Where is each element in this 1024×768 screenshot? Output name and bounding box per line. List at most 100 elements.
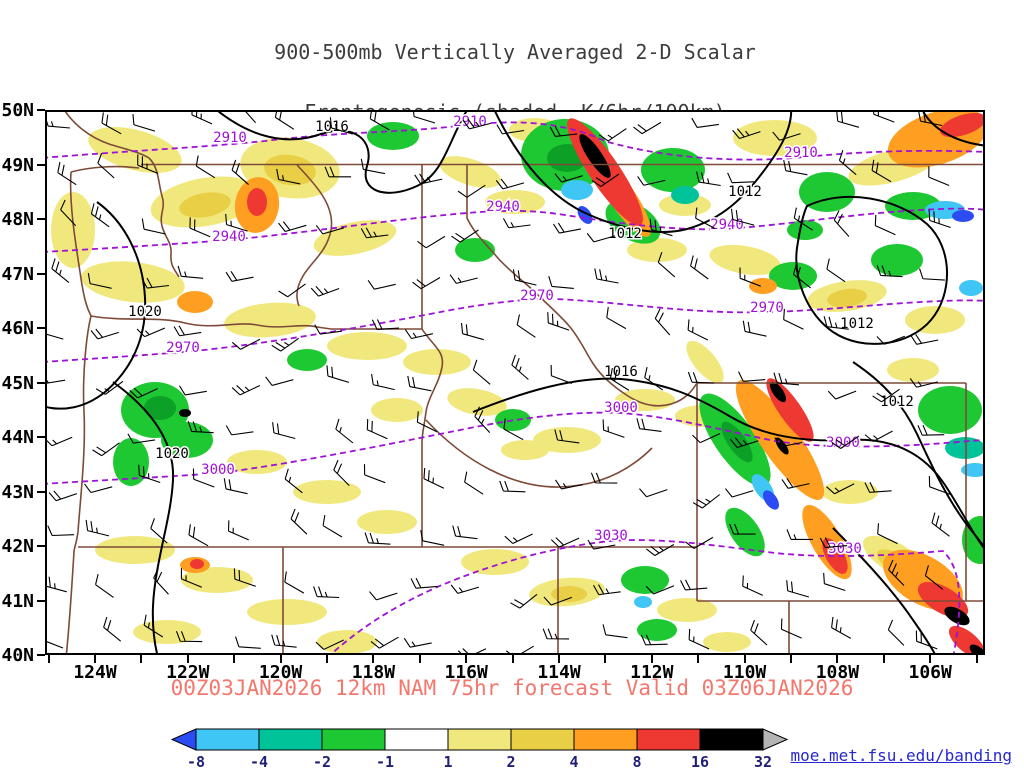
colorbar-segment [195, 728, 260, 751]
colorbar-tick-label: -1 [376, 753, 394, 768]
axis-tick [47, 655, 50, 663]
colorbar-segment [447, 728, 512, 751]
lon-tick-label: 108W [815, 662, 860, 683]
lat-tick-label: 44N [1, 427, 34, 448]
svg-text:2970: 2970 [166, 340, 200, 356]
colorbar-tick-label: 2 [506, 753, 515, 768]
colorbar-segment [258, 728, 323, 751]
axis-tick [604, 655, 607, 663]
colorbar-segment [699, 728, 764, 751]
title-line-1: 900-500mb Vertically Averaged 2-D Scalar [274, 40, 756, 64]
axis-tick [975, 655, 978, 663]
colorbar-tick-label: -2 [313, 753, 331, 768]
svg-text:1020: 1020 [155, 446, 189, 462]
svg-text:1016: 1016 [604, 364, 638, 380]
svg-text:3030: 3030 [828, 541, 862, 557]
colorbar-tick-label: 8 [632, 753, 641, 768]
axis-tick [37, 490, 45, 493]
svg-text:2940: 2940 [710, 217, 744, 233]
lat-tick-label: 41N [1, 590, 34, 612]
weather-map: 2910291029102940294029402970297029703000… [45, 110, 985, 655]
axis-tick [697, 655, 700, 663]
axis-tick [836, 655, 839, 663]
axis-tick [37, 109, 45, 111]
colorbar-tick-label: 32 [754, 753, 772, 768]
colorbar-tick-label: -8 [187, 753, 205, 768]
svg-text:2940: 2940 [212, 229, 246, 245]
lon-tick-label: 114W [537, 662, 581, 683]
colorbar-segment [321, 728, 386, 751]
colorbar-tick-label: 16 [691, 753, 709, 768]
axis-tick [140, 655, 143, 663]
svg-text:3000: 3000 [201, 462, 235, 478]
lon-tick-label: 110W [722, 662, 767, 683]
lon-tick-label: 124W [73, 662, 117, 683]
svg-text:2970: 2970 [750, 300, 784, 316]
axis-tick [790, 655, 792, 663]
lat-tick-label: 47N [1, 263, 34, 285]
svg-text:2910: 2910 [213, 130, 247, 146]
colorbar-tick-label: 1 [443, 753, 452, 768]
axis-tick [372, 655, 375, 663]
colorbar-left-arrow [170, 728, 197, 751]
axis-tick [326, 655, 328, 663]
axis-tick [279, 655, 282, 663]
svg-text:2910: 2910 [784, 145, 818, 161]
axis-tick [37, 381, 45, 384]
lat-tick-label: 43N [1, 481, 34, 503]
axis-tick [233, 655, 236, 663]
colorbar-segment [384, 728, 449, 751]
lat-tick-label: 48N [1, 209, 34, 230]
wind-barbs [45, 110, 951, 655]
map-frame [45, 110, 985, 655]
lon-tick-label: 120W [258, 662, 303, 683]
lat-tick-label: 45N [1, 372, 34, 394]
svg-text:1012: 1012 [608, 226, 642, 242]
svg-text:2970: 2970 [520, 288, 554, 304]
svg-text:3000: 3000 [604, 400, 638, 416]
axis-tick [186, 655, 189, 663]
lat-tick-label: 50N [1, 100, 34, 121]
colorbar-segment [573, 728, 638, 751]
axis-tick [37, 599, 45, 602]
svg-text:3030: 3030 [594, 528, 628, 544]
lon-tick-label: 122W [166, 662, 210, 683]
colorbar-right-arrow [762, 728, 789, 751]
lat-tick-label: 42N [1, 536, 34, 557]
axis-tick [94, 655, 96, 663]
axis-tick [37, 218, 45, 220]
lat-tick-label: 49N [1, 154, 34, 176]
axis-tick [650, 655, 653, 663]
lon-tick-label: 106W [908, 662, 952, 683]
credit-link[interactable]: moe.met.fsu.edu/banding [790, 746, 1012, 765]
svg-text:1012: 1012 [728, 184, 762, 200]
axis-tick [558, 655, 560, 663]
axis-tick [37, 327, 45, 329]
shading-layer [51, 110, 985, 655]
svg-text:1020: 1020 [128, 304, 162, 320]
axis-tick [882, 655, 885, 663]
svg-text:1012: 1012 [840, 316, 874, 332]
svg-text:1012: 1012 [880, 394, 914, 410]
lon-tick-label: 118W [351, 662, 396, 683]
colorbar: -8 -4 -2 -1 1 2 4 8 16 32 [170, 728, 789, 768]
svg-text:3000: 3000 [826, 435, 860, 451]
axis-tick [37, 163, 45, 166]
lon-tick-label: 112W [630, 662, 674, 683]
colorbar-segment [636, 728, 701, 751]
mslp-contours [45, 110, 985, 655]
colorbar-tick-label: 4 [569, 753, 578, 768]
axis-tick [465, 655, 468, 663]
svg-text:1016: 1016 [315, 119, 349, 135]
svg-text:2940: 2940 [486, 199, 520, 215]
axis-tick [743, 655, 746, 663]
colorbar-segment [510, 728, 575, 751]
axis-tick [929, 655, 932, 663]
axis-tick [418, 655, 421, 663]
lon-tick-label: 116W [444, 662, 488, 683]
axis-tick [511, 655, 514, 663]
forecast-caption: 00Z03JAN2026 12km NAM 75hr forecast Vali… [170, 676, 854, 700]
axis-tick [37, 545, 45, 547]
axis-tick [37, 436, 45, 438]
